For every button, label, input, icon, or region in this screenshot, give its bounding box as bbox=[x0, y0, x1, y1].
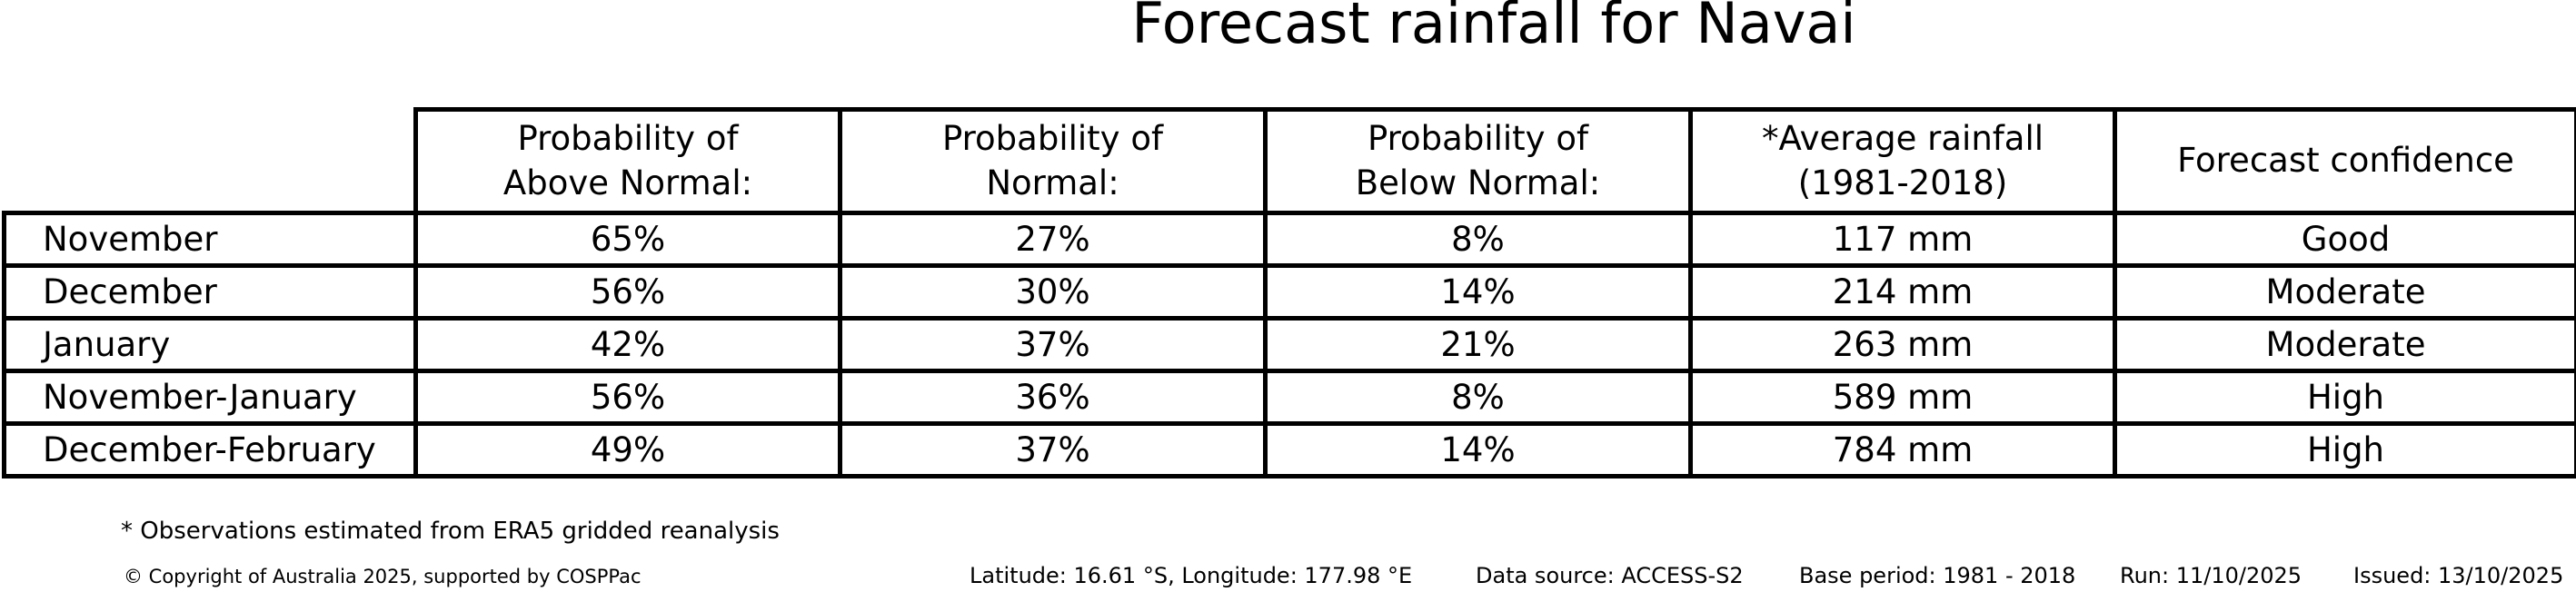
col-header-normal: Probability of Normal: bbox=[838, 107, 1268, 215]
cell-average-rainfall: 784 mm bbox=[1688, 421, 2117, 479]
cell-below-normal: 14% bbox=[1263, 263, 1693, 321]
corner-cell bbox=[5, 110, 416, 213]
copyright-text: © Copyright of Australia 2025, supported… bbox=[124, 566, 642, 587]
cell-below-normal: 8% bbox=[1263, 369, 1693, 426]
cell-average-rainfall: 117 mm bbox=[1688, 211, 2117, 268]
cell-below-normal: 14% bbox=[1263, 421, 1693, 479]
cell-normal: 30% bbox=[838, 263, 1268, 321]
row-label: December bbox=[2, 263, 418, 321]
table-row-december: December 56% 30% 14% 214 mm Moderate bbox=[2, 263, 2576, 321]
cell-above-normal: 42% bbox=[413, 316, 842, 373]
col-header-average-rainfall: *Average rainfall (1981-2018) bbox=[1688, 107, 2117, 215]
cell-average-rainfall: 589 mm bbox=[1688, 369, 2117, 426]
table-row-december-february: December-February 49% 37% 14% 784 mm Hig… bbox=[2, 421, 2576, 479]
issued-date-text: Issued: 13/10/2025 bbox=[2353, 563, 2564, 588]
table-row-january: January 42% 37% 21% 263 mm Moderate bbox=[2, 316, 2576, 373]
table-row-november-january: November-January 56% 36% 8% 589 mm High bbox=[2, 369, 2576, 426]
cell-confidence: Good bbox=[2113, 211, 2576, 268]
row-label: November-January bbox=[2, 369, 418, 426]
row-label: December-February bbox=[2, 421, 418, 479]
cell-average-rainfall: 214 mm bbox=[1688, 263, 2117, 321]
row-label: January bbox=[2, 316, 418, 373]
cell-below-normal: 8% bbox=[1263, 211, 1693, 268]
row-label: November bbox=[2, 211, 418, 268]
col-header-above-normal: Probability of Above Normal: bbox=[413, 107, 842, 215]
cell-confidence: High bbox=[2113, 421, 2576, 479]
rainfall-forecast-table: Probability of Above Normal: Probability… bbox=[2, 107, 2576, 479]
cell-confidence: Moderate bbox=[2113, 316, 2576, 373]
cell-normal: 36% bbox=[838, 369, 1268, 426]
table-row-november: November 65% 27% 8% 117 mm Good bbox=[2, 211, 2576, 268]
base-period-text: Base period: 1981 - 2018 bbox=[1799, 563, 2076, 588]
data-source-text: Data source: ACCESS-S2 bbox=[1476, 563, 1744, 588]
latitude-longitude-text: Latitude: 16.61 °S, Longitude: 177.98 °E bbox=[970, 563, 1413, 588]
col-header-forecast-confidence: Forecast confidence bbox=[2113, 107, 2576, 215]
cell-above-normal: 65% bbox=[413, 211, 842, 268]
header-row: Probability of Above Normal: Probability… bbox=[5, 107, 2576, 215]
cell-normal: 37% bbox=[838, 421, 1268, 479]
run-date-text: Run: 11/10/2025 bbox=[2120, 563, 2302, 588]
col-header-below-normal: Probability of Below Normal: bbox=[1263, 107, 1693, 215]
cell-confidence: High bbox=[2113, 369, 2576, 426]
cell-average-rainfall: 263 mm bbox=[1688, 316, 2117, 373]
cell-above-normal: 56% bbox=[413, 369, 842, 426]
cell-normal: 37% bbox=[838, 316, 1268, 373]
cell-below-normal: 21% bbox=[1263, 316, 1693, 373]
cell-above-normal: 49% bbox=[413, 421, 842, 479]
cell-normal: 27% bbox=[838, 211, 1268, 268]
era5-footnote: * Observations estimated from ERA5 gridd… bbox=[121, 518, 780, 545]
cell-confidence: Moderate bbox=[2113, 263, 2576, 321]
cell-above-normal: 56% bbox=[413, 263, 842, 321]
page-title: Forecast rainfall for Navai bbox=[1131, 0, 1856, 56]
